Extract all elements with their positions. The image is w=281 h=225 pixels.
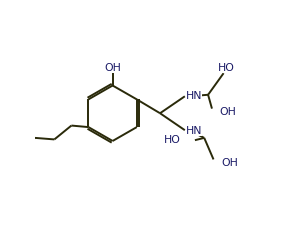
Text: OH: OH [220,107,237,117]
Text: HO: HO [217,63,234,73]
Text: HO: HO [164,135,181,145]
Text: OH: OH [104,63,121,73]
Text: HN: HN [186,90,202,101]
Text: HN: HN [186,126,202,136]
Text: OH: OH [221,158,238,168]
